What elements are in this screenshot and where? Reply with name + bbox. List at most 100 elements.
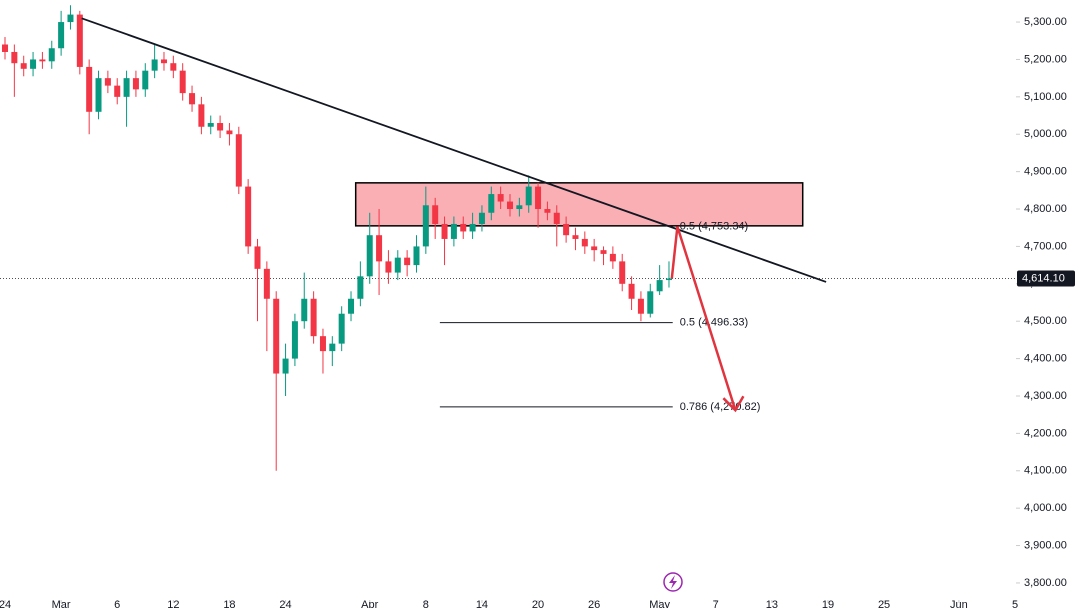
fib-label: 0.5 (4,496.33)	[680, 316, 749, 328]
y-tick-label: 4,200.00	[1024, 427, 1067, 439]
y-tick-label: 4,500.00	[1024, 315, 1067, 327]
x-tick-label: 14	[476, 599, 488, 608]
y-tick-label: 5,300.00	[1024, 16, 1067, 28]
candle-body	[254, 246, 261, 269]
y-tick-label: 3,800.00	[1024, 577, 1067, 589]
candle-body	[385, 261, 392, 273]
forecast-arrow	[670, 226, 737, 411]
candle-body	[394, 257, 401, 273]
x-tick-label: 13	[766, 599, 778, 608]
candle-body	[460, 223, 467, 232]
candle-body	[348, 298, 355, 314]
candle-body	[58, 22, 65, 49]
candle-body	[76, 14, 83, 67]
x-tick-label: 20	[532, 599, 544, 608]
y-tick-label: 4,100.00	[1024, 465, 1067, 477]
fib-label: 0.5 (4,753.34)	[680, 220, 749, 232]
y-tick-label: 5,100.00	[1024, 91, 1067, 103]
candle-body	[95, 78, 102, 112]
candle-body	[132, 78, 139, 90]
candle-body	[338, 313, 345, 344]
candle-body	[665, 278, 672, 281]
candle-body	[432, 205, 439, 224]
candle-body	[245, 186, 252, 247]
candle-body	[404, 257, 411, 266]
y-tick-label: 4,300.00	[1024, 390, 1067, 402]
candle-body	[2, 44, 9, 52]
x-tick-label: 5	[1012, 599, 1018, 608]
candle-body	[179, 70, 186, 94]
candle-body	[104, 78, 111, 86]
x-tick-label: May	[649, 599, 670, 608]
candle-body	[591, 246, 598, 251]
candle-body	[217, 123, 224, 131]
candle-body	[263, 268, 270, 299]
y-tick-label: 4,000.00	[1024, 502, 1067, 514]
candle-body	[507, 201, 514, 210]
candle-body	[198, 104, 205, 127]
candle-body	[628, 283, 635, 299]
price-label: 4,614.10	[1022, 272, 1065, 284]
x-tick-label: 18	[223, 599, 235, 608]
candle-body	[647, 291, 654, 314]
candle-body	[656, 280, 663, 292]
x-tick-label: Mar	[52, 599, 71, 608]
candle-body	[553, 212, 560, 224]
x-tick-label: 25	[878, 599, 890, 608]
candle-body	[441, 223, 448, 239]
candle-body	[600, 250, 607, 254]
candle-body	[478, 212, 485, 224]
candle-body	[235, 134, 242, 187]
candle-body	[525, 186, 532, 206]
x-tick-label: Apr	[361, 599, 378, 608]
candle-body	[609, 253, 616, 262]
candle-body	[544, 209, 551, 213]
candle-body	[151, 59, 158, 71]
candle-body	[516, 205, 523, 210]
candle-body	[319, 336, 326, 352]
candle-body	[563, 223, 570, 236]
y-tick-label: 4,700.00	[1024, 240, 1067, 252]
candle-body	[20, 63, 27, 69]
price-label-box	[1017, 270, 1075, 287]
y-tick-label: 4,400.00	[1024, 352, 1067, 364]
y-tick-label: 5,200.00	[1024, 53, 1067, 65]
fib-label: 0.786 (4,270.82)	[680, 401, 761, 413]
candle-body	[114, 85, 121, 97]
candle-body	[67, 14, 74, 23]
candle-body	[189, 93, 196, 105]
candle-body	[619, 261, 626, 284]
candle-body	[39, 59, 46, 62]
resistance-zone	[354, 182, 804, 227]
candle-body	[637, 298, 644, 314]
candle-body	[310, 298, 317, 337]
candle-body	[123, 78, 130, 97]
y-tick-label: 4,900.00	[1024, 166, 1067, 178]
candle-body	[291, 321, 298, 359]
trendline	[81, 17, 827, 283]
y-tick-label: 4,800.00	[1024, 203, 1067, 215]
candle-body	[160, 59, 167, 64]
candle-body	[572, 235, 579, 239]
candle-body	[469, 223, 476, 232]
candle-body	[30, 59, 37, 69]
candle-body	[357, 276, 364, 299]
candle-body	[170, 63, 177, 71]
candle-body	[48, 48, 55, 62]
candle-body	[86, 66, 93, 112]
candle-body	[366, 235, 373, 277]
candle-body	[497, 194, 504, 202]
candle-body	[422, 205, 429, 247]
candle-body	[535, 186, 542, 210]
x-tick-label: 24	[0, 599, 11, 608]
candle-body	[226, 130, 233, 135]
lightning-icon[interactable]	[663, 572, 683, 592]
x-tick-label: 19	[822, 599, 834, 608]
arrow-head	[722, 395, 745, 413]
candle-body	[376, 235, 383, 262]
candle-body	[142, 70, 149, 90]
x-tick-label: Jun	[950, 599, 968, 608]
x-tick-label: 24	[279, 599, 291, 608]
y-tick-label: 3,900.00	[1024, 539, 1067, 551]
